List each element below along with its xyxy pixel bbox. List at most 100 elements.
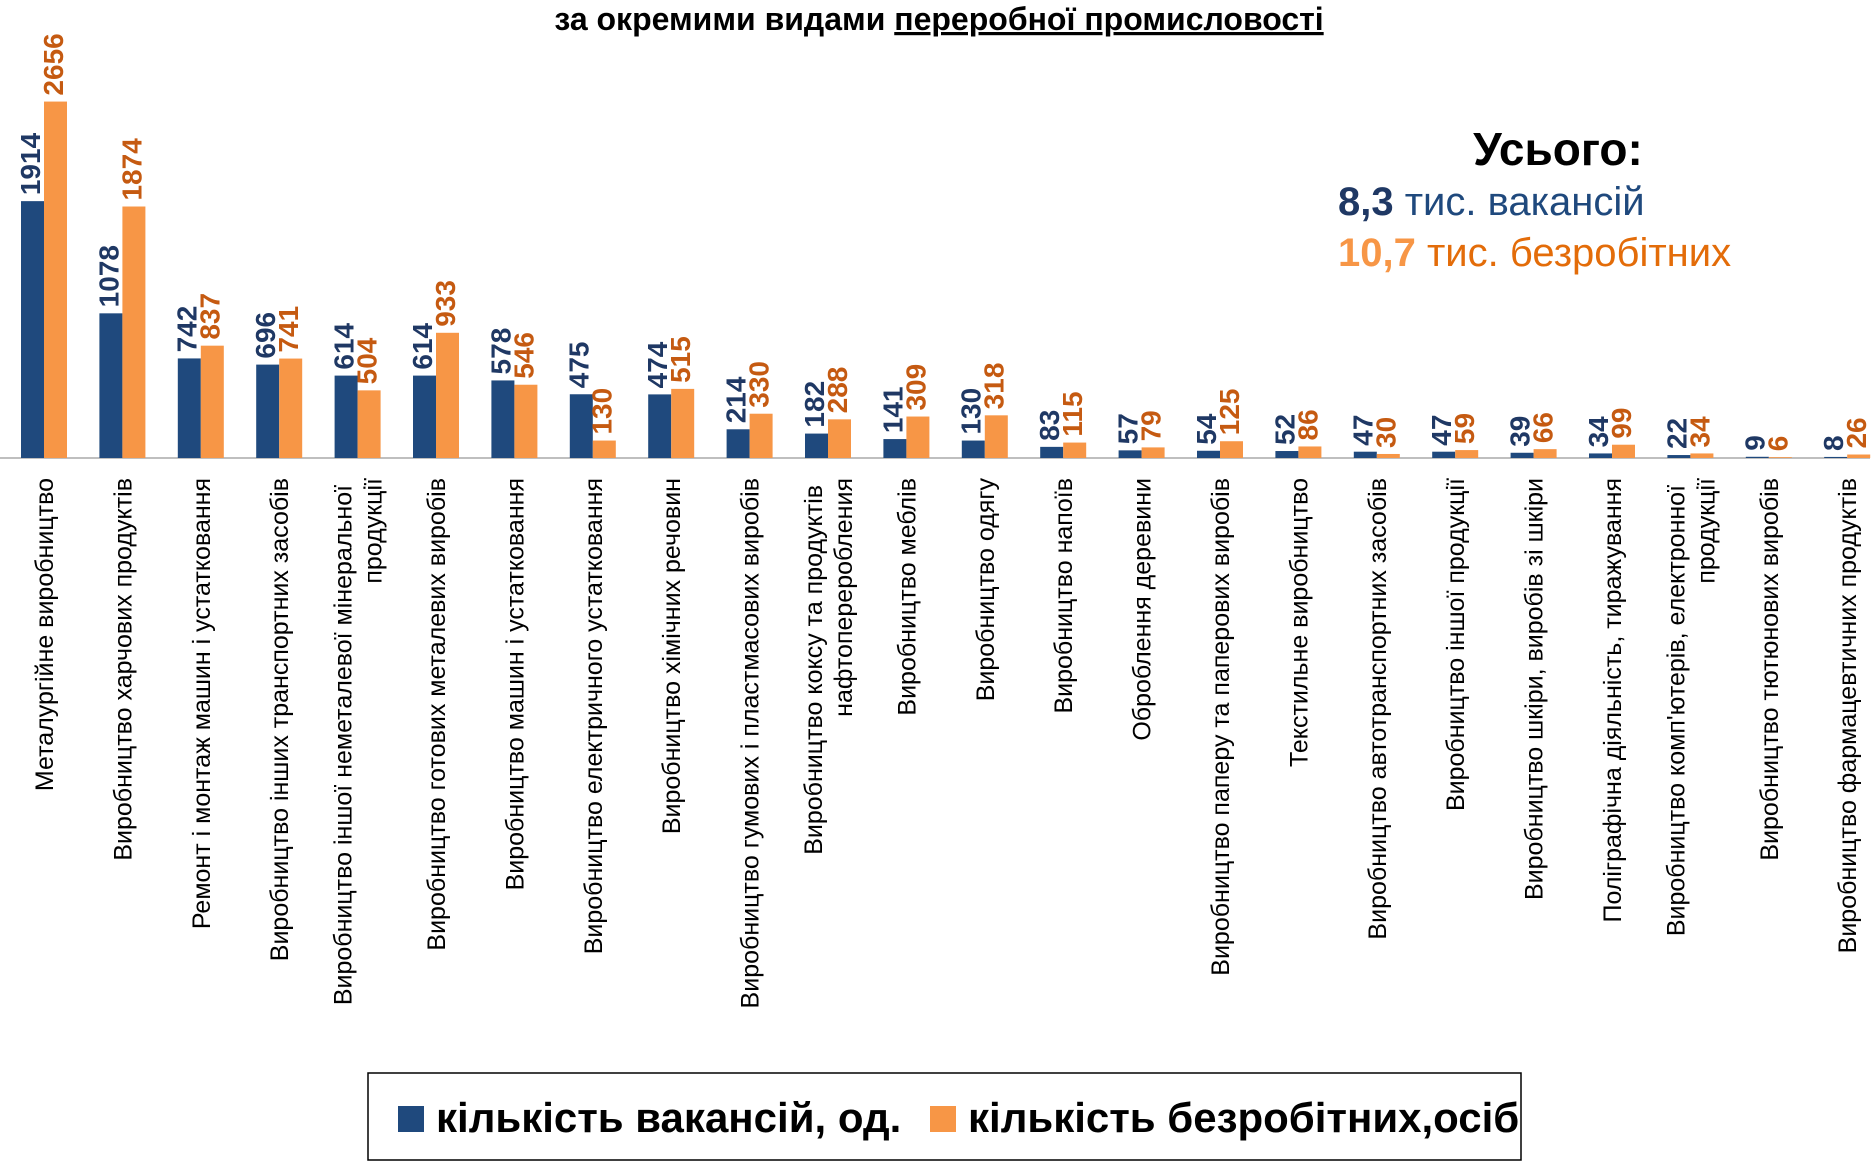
bar [592, 440, 616, 458]
value-label: 130 [956, 388, 987, 435]
value-label: 330 [743, 361, 774, 408]
label-line: Виробництво паперу та паперових виробів [1207, 478, 1235, 976]
bar [200, 345, 224, 458]
bar [1690, 453, 1714, 458]
bar [491, 380, 515, 458]
annotation-space [1394, 180, 1405, 224]
value-label: 47 [1348, 415, 1379, 446]
bar [726, 429, 750, 458]
bar [514, 384, 538, 458]
bar [1197, 450, 1220, 458]
x-tick-label: Виробництво шкіри, виробів зі шкіри [1521, 478, 1549, 900]
bar [1667, 455, 1691, 458]
annotation-value: 10,7 [1338, 231, 1416, 275]
bar [1533, 449, 1557, 458]
bar [1040, 446, 1064, 458]
bar [1298, 446, 1322, 458]
x-tick-label: Виробництво напоїв [1050, 478, 1078, 714]
value-label: 318 [979, 363, 1010, 410]
bar [648, 394, 672, 458]
value-label: 130 [587, 388, 618, 435]
x-tick-label: Виробництво тютюнових виробів [1756, 478, 1784, 861]
value-label: 182 [799, 381, 830, 428]
label-line: Виробництво електричного устатковання [580, 478, 608, 954]
bar [1612, 444, 1635, 458]
annotation-unemployed: 10,7 тис. безробітних [1338, 231, 1731, 275]
bar [1376, 453, 1400, 458]
legend-swatch [398, 1106, 424, 1132]
label-line: Поліграфічна діяльність, тиражування [1599, 478, 1627, 923]
x-tick-label: Виробництво машин і устатковання [501, 478, 529, 890]
bar [436, 332, 459, 458]
value-label: 115 [1057, 391, 1088, 436]
label-line: Виробництво тютюнових виробів [1756, 478, 1784, 861]
label-line: Виробництво гумових і пластмасових вироб… [737, 478, 765, 1008]
label-line: продукції [1692, 478, 1720, 584]
title-part: за окремими видами [554, 1, 885, 37]
x-tick-label: Виробництво меблів [893, 478, 921, 716]
value-label: 742 [172, 306, 203, 353]
value-label: 30 [1371, 417, 1402, 448]
label-line: нафтопереробления [830, 478, 858, 717]
label-line: Виробництво хімічних речовин [658, 478, 686, 834]
value-label: 22 [1661, 418, 1692, 449]
value-label: 614 [328, 322, 359, 369]
value-label: 578 [485, 328, 516, 375]
annotation-text: тис. безробітних [1427, 231, 1731, 275]
bar [413, 375, 436, 458]
x-tick-label: Текстильне виробництво [1285, 478, 1313, 767]
bar [1353, 451, 1377, 458]
value-label: 125 [1214, 389, 1245, 436]
bar [984, 415, 1008, 458]
value-label: 47 [1426, 415, 1457, 446]
label-line: Виробництво іншої продукції [1442, 478, 1470, 811]
bar [805, 433, 828, 458]
x-tick-label: Виробництво автотранспортних засобів [1364, 478, 1392, 940]
x-tick-label: Виробництво іншої неметалевої мінерально… [330, 478, 388, 1005]
value-label: 26 [1841, 417, 1872, 448]
label-line: Ремонт і монтаж машин і устатковання [188, 478, 216, 929]
legend-label: кількість безробітних,осіб [968, 1094, 1519, 1141]
bar [828, 419, 851, 458]
value-label: 54 [1191, 413, 1222, 445]
bar [1824, 456, 1848, 458]
label-line: Виробництво готових металевих виробів [423, 478, 451, 951]
value-label: 8 [1818, 435, 1849, 451]
value-label: 6 [1763, 436, 1794, 452]
value-label: 546 [508, 332, 539, 379]
bar [671, 388, 695, 458]
value-label: 59 [1449, 413, 1480, 444]
title-underlined: переробної промисловості [894, 1, 1323, 37]
value-label: 288 [822, 367, 853, 414]
value-label: 475 [564, 342, 595, 389]
bar [569, 394, 593, 458]
label-line: Виробництво коксу та продуктів [800, 478, 828, 855]
value-label: 9 [1740, 435, 1771, 451]
label-line: Виробництво напоїв [1050, 478, 1078, 714]
value-label: 141 [877, 386, 908, 433]
value-label: 1078 [93, 245, 124, 307]
bar [961, 440, 985, 458]
value-label: 515 [665, 336, 696, 383]
x-tick-label: Поліграфічна діяльність, тиражування [1599, 478, 1627, 923]
value-label: 1914 [15, 132, 46, 195]
bar [1220, 441, 1243, 458]
value-label: 474 [642, 341, 673, 388]
legend-label: кількість вакансій, од. [436, 1094, 901, 1141]
value-label: 696 [250, 312, 281, 359]
bar [749, 413, 773, 458]
label-line: Виробництво меблів [893, 478, 921, 716]
value-label: 39 [1504, 416, 1535, 447]
value-label: 83 [1034, 410, 1065, 441]
bar [1063, 442, 1087, 458]
bar [256, 364, 280, 458]
label-line: Виробництво комп'ютерів, електронної [1662, 478, 1690, 936]
value-label: 309 [900, 364, 931, 411]
bar [1432, 451, 1456, 458]
bar [44, 101, 67, 459]
bar [177, 358, 201, 458]
x-tick-label: Виробництво харчових продуктів [109, 478, 137, 861]
value-label: 214 [720, 376, 751, 423]
annotation-space [1416, 231, 1427, 275]
